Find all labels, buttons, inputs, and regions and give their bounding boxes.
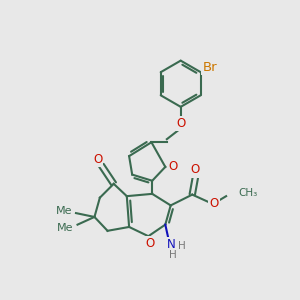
Text: O: O <box>176 117 185 130</box>
Text: O: O <box>145 237 154 250</box>
Text: Me: Me <box>57 223 74 233</box>
Text: O: O <box>191 164 200 176</box>
Text: H: H <box>178 241 186 251</box>
Text: N: N <box>167 238 176 251</box>
Text: Me: Me <box>56 206 72 216</box>
Text: O: O <box>93 153 102 166</box>
Text: Br: Br <box>202 61 217 74</box>
Text: CH₃: CH₃ <box>238 188 258 198</box>
Text: O: O <box>168 160 178 173</box>
Text: H: H <box>169 250 177 260</box>
Text: O: O <box>209 197 218 210</box>
